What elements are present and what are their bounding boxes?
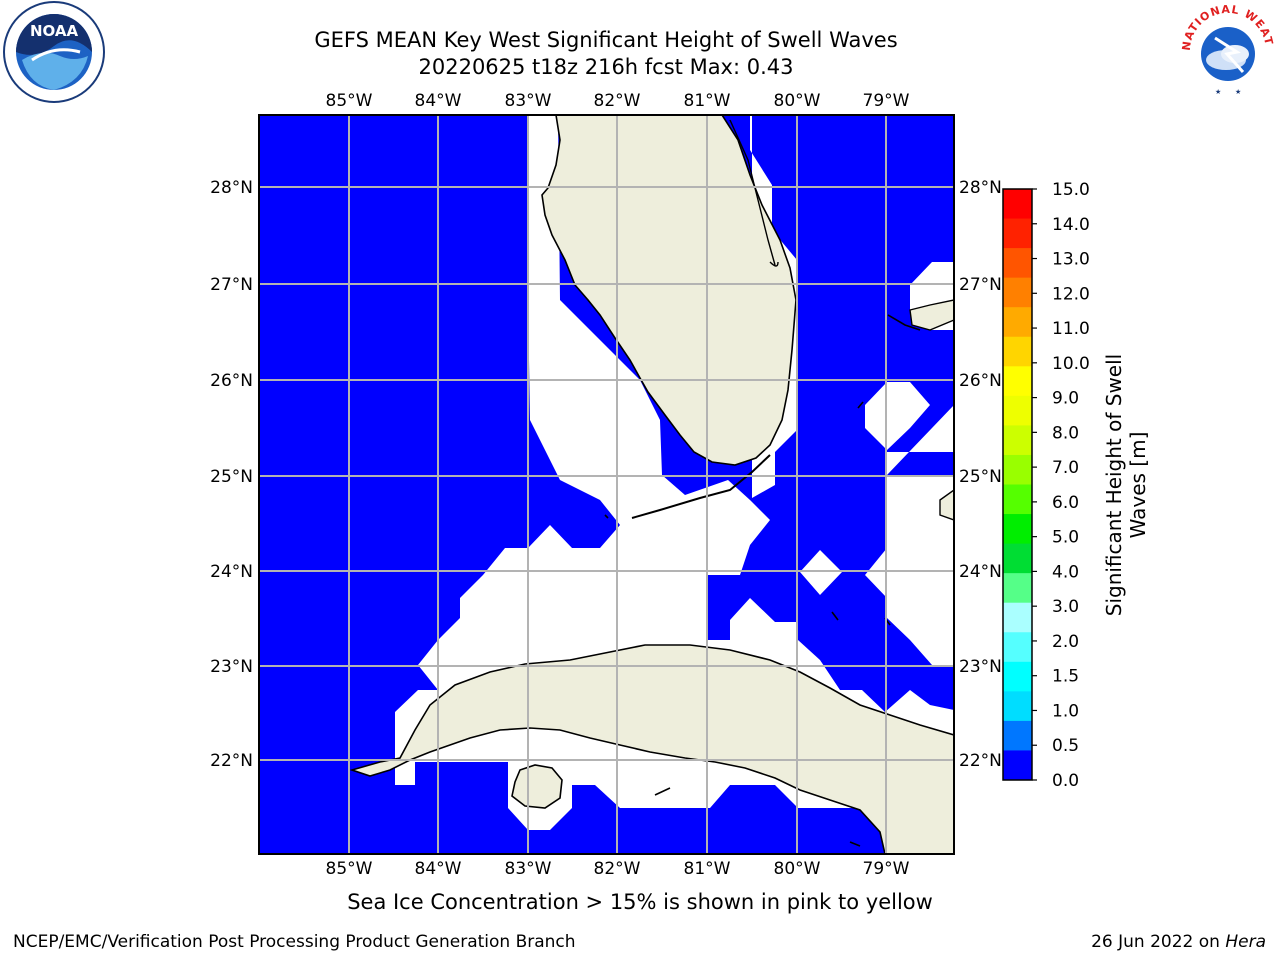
lon-label-top: 84°W (415, 91, 462, 111)
colorbar-frame (1002, 188, 1033, 781)
svg-text:★: ★ (1235, 88, 1241, 96)
lat-label-right: 26°N (959, 371, 1002, 391)
lat-label-left: 23°N (210, 657, 253, 677)
chart-subtitle: 20220625 t18z 216h fcst Max: 0.43 (418, 55, 794, 79)
colorbar-swatch (1003, 336, 1032, 367)
colorbar-swatch (1003, 366, 1032, 397)
lat-label-right: 28°N (959, 178, 1002, 198)
florida-land (541, 115, 797, 466)
graticule (259, 115, 954, 854)
run-date: 26 Jun 2022 on Hera (1091, 932, 1266, 952)
machine-name: Hera (1225, 932, 1266, 952)
lon-label-top: 80°W (774, 91, 821, 111)
colorbar-tick-label: 9.0 (1052, 389, 1079, 409)
lon-label-top: 81°W (684, 91, 731, 111)
colorbar-tick-label: 12.0 (1052, 284, 1090, 304)
colorbar-swatch (1003, 543, 1032, 574)
lon-label-bottom: 85°W (326, 859, 373, 879)
colorbar-tick-label: 4.0 (1052, 562, 1079, 582)
colorbar-swatch (1003, 514, 1032, 545)
colorbar-tick-label: 6.0 (1052, 493, 1079, 513)
lat-label-left: 22°N (210, 751, 253, 771)
colorbar-swatch (1003, 218, 1032, 249)
svg-text:★: ★ (1215, 88, 1221, 96)
colorbar-tick-label: 0.5 (1052, 736, 1079, 756)
lon-label-bottom: 83°W (505, 859, 552, 879)
run-date-text: 26 Jun 2022 on (1091, 932, 1226, 952)
lat-label-right: 23°N (959, 657, 1002, 677)
lat-label-right: 25°N (959, 467, 1002, 487)
lon-label-bottom: 84°W (415, 859, 462, 879)
colorbar-tick-label: 14.0 (1052, 215, 1090, 235)
colorbar-swatch (1003, 632, 1032, 663)
lat-label-right: 24°N (959, 562, 1002, 582)
colorbar-swatch (1003, 691, 1032, 722)
noaa-logo: NOAA (3, 1, 105, 103)
colorbar-tick-label: 11.0 (1052, 319, 1090, 339)
colorbar-tick-label: 8.0 (1052, 423, 1079, 443)
lat-label-right: 22°N (959, 751, 1002, 771)
colorbar-tick-label: 5.0 (1052, 528, 1079, 548)
colorbar-tick-label: 3.0 (1052, 597, 1079, 617)
colorbar-swatch (1003, 425, 1032, 456)
lat-label-left: 26°N (210, 371, 253, 391)
colorbar-swatch (1003, 277, 1032, 308)
producer-credit: NCEP/EMC/Verification Post Processing Pr… (13, 932, 576, 952)
florida-east-coast (729, 119, 776, 266)
colorbar-swatch (1003, 573, 1032, 604)
colorbar-tick-label: 0.0 (1052, 771, 1079, 791)
colorbar-swatch (1003, 484, 1032, 515)
colorbar-tick-label: 15.0 (1052, 180, 1090, 200)
colorbar-swatch (1003, 454, 1032, 485)
colorbar-swatch (1003, 750, 1032, 781)
lon-label-bottom: 79°W (863, 859, 910, 879)
isla-de-la-juventud (511, 764, 563, 809)
colorbar-swatch (1003, 307, 1032, 338)
colorbar-swatch (1003, 248, 1032, 279)
colorbar-tick-label: 1.5 (1052, 667, 1079, 687)
lon-label-bottom: 82°W (594, 859, 641, 879)
colorbar-swatch (1003, 395, 1032, 426)
lat-label-left: 27°N (210, 275, 253, 295)
lat-label-left: 24°N (210, 562, 253, 582)
small-keys (604, 314, 921, 847)
chart-title: GEFS MEAN Key West Significant Height of… (314, 28, 898, 52)
nws-logo: NATIONAL WEATHER SERVICE ★ ★ (1177, 0, 1277, 100)
sea-ice-note: Sea Ice Concentration > 15% is shown in … (347, 890, 933, 914)
map-frame (258, 114, 955, 855)
lat-label-left: 28°N (210, 178, 253, 198)
colorbar-tick-label: 7.0 (1052, 458, 1079, 478)
colorbar-title: Significant Height of Swell Waves [m] (1102, 353, 1150, 617)
svg-text:NOAA: NOAA (30, 22, 79, 40)
cuba-land (349, 644, 954, 854)
colorbar-tick-label: 2.0 (1052, 632, 1079, 652)
lon-label-top: 79°W (863, 91, 910, 111)
bahamas-islands (909, 299, 954, 521)
colorbar-swatch (1003, 189, 1032, 220)
lat-label-right: 27°N (959, 275, 1002, 295)
lon-label-top: 83°W (505, 91, 552, 111)
colorbar-tick-label: 1.0 (1052, 701, 1079, 721)
colorbar-tick-label: 10.0 (1052, 354, 1090, 374)
colorbar: 15.0 14.0 13.0 12.0 11.0 10.0 9.0 8.0 7.0 6.0 5.0 4… (1002, 180, 1090, 791)
colorbar-swatch (1003, 720, 1032, 751)
colorbar-tick-label: 13.0 (1052, 250, 1090, 270)
lon-label-top: 85°W (326, 91, 373, 111)
florida-keys (631, 454, 771, 519)
lake-okeechobee (769, 261, 779, 267)
colorbar-swatch (1003, 661, 1032, 692)
lat-label-left: 25°N (210, 467, 253, 487)
lon-label-bottom: 80°W (774, 859, 821, 879)
lon-label-top: 82°W (594, 91, 641, 111)
no-data-region-east (750, 115, 954, 665)
colorbar-swatch (1003, 602, 1032, 633)
lon-label-bottom: 81°W (684, 859, 731, 879)
